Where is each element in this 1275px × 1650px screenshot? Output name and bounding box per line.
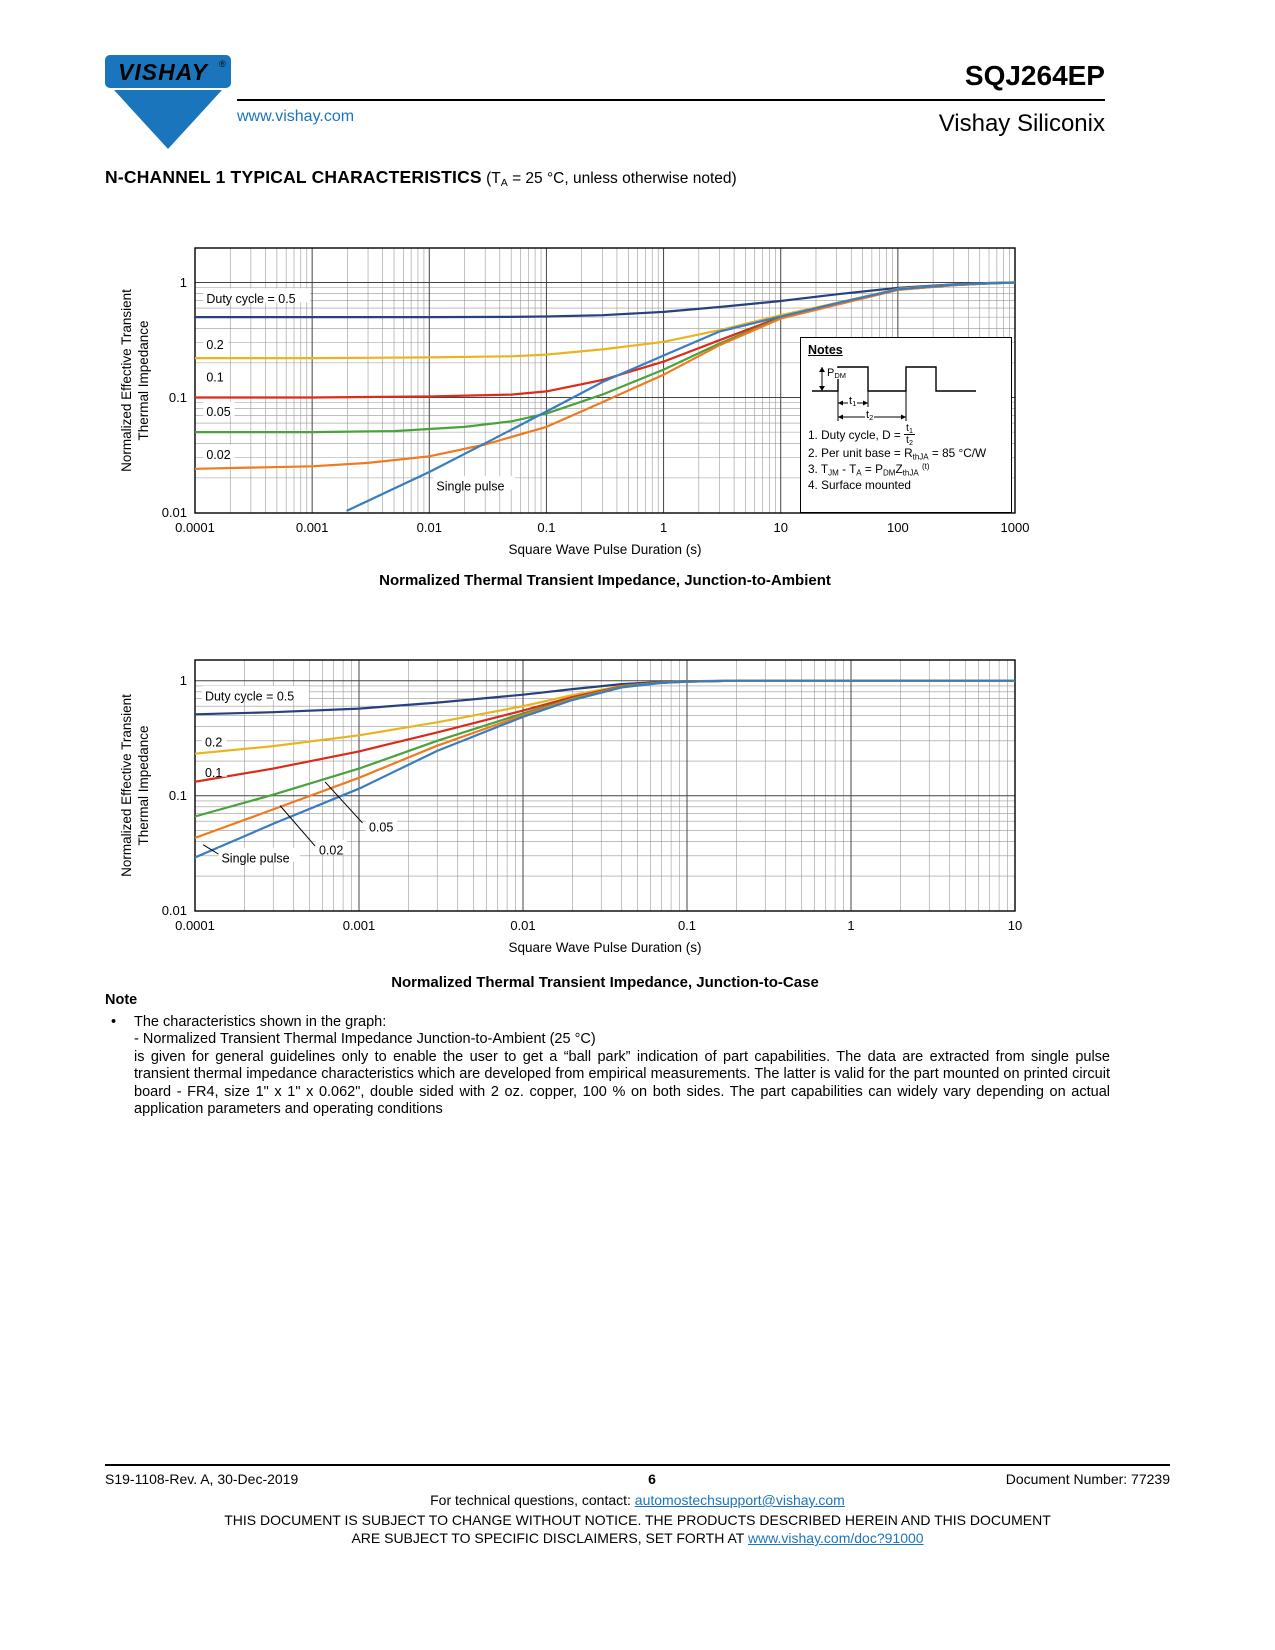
svg-text:Duty cycle = 0.5: Duty cycle = 0.5 [206,292,295,306]
disclaimer-link[interactable]: www.vishay.com/doc?91000 [747,1530,924,1546]
note-line-intro: The characteristics shown in the graph: [134,1013,387,1030]
svg-text:Normalized Effective Transient: Normalized Effective Transient [119,694,134,877]
svg-text:10: 10 [773,520,787,535]
notes-title: Notes [808,343,843,357]
division-name: Vishay Siliconix [938,110,1105,137]
svg-text:Normalized Effective Transient: Normalized Effective Transient [119,289,134,472]
svg-text:0.2: 0.2 [205,736,222,750]
svg-text:Duty cycle = 0.5: Duty cycle = 0.5 [205,689,294,703]
notes-box: Notes [800,337,1012,513]
svg-text:1: 1 [660,520,667,535]
footer-row: S19-1108-Rev. A, 30-Dec-2019 6 Document … [105,1471,1170,1487]
logo-wordmark: VISHAY [118,59,210,85]
svg-text:1000: 1000 [1001,520,1030,535]
chart-junction-to-case: Duty cycle = 0.5 0.2 0.1 0.05 0.02 Single pul… [105,650,1035,976]
svg-text:0.001: 0.001 [296,520,329,535]
svg-text:1: 1 [847,918,854,933]
logo-triangle-icon [114,90,222,149]
note-line-dash: - Normalized Transient Thermal Impedance… [134,1031,596,1047]
svg-text:Single pulse: Single pulse [221,851,289,865]
svg-text:0.05: 0.05 [369,820,393,834]
svg-text:0.05: 0.05 [206,405,230,419]
chart-caption-junction-to-case: Normalized Thermal Transient Impedance, … [391,974,819,991]
chart-junction-to-ambient: Duty cycle = 0.5 0.2 0.1 0.05 0.02 Single pul… [105,238,1035,578]
svg-text:0.01: 0.01 [510,918,535,933]
footer-disclaimer-line2: ARE SUBJECT TO SPECIFIC DISCLAIMERS, SET… [351,1530,924,1546]
registered-mark: ® [219,59,226,69]
section-title-conditions: (TA = 25 °C, unless otherwise noted) [481,170,737,190]
footer-divider [105,1464,1170,1466]
svg-text:0.0001: 0.0001 [175,918,215,933]
svg-text:0.02: 0.02 [206,448,230,462]
pdm-label: PDM [826,367,847,381]
svg-text:Square Wave Pulse Duration (s): Square Wave Pulse Duration (s) [508,940,701,955]
note-line-3: 3. TJM - TA = PDMZthJA (t) [808,462,930,478]
svg-text:0.1: 0.1 [537,520,555,535]
t2-label: t2 [865,409,875,423]
svg-text:0.01: 0.01 [162,505,187,520]
svg-text:1: 1 [180,275,187,290]
section-title-text: N-CHANNEL 1 TYPICAL CHARACTERISTICS [105,167,482,187]
t1-label: t1 [848,395,858,409]
footer-revision: S19-1108-Rev. A, 30-Dec-2019 [105,1471,299,1487]
note-section: Note • The characteristics shown in the … [105,992,1113,1119]
section-title: N-CHANNEL 1 TYPICAL CHARACTERISTICS (TA … [105,167,737,188]
footer-disclaimer-line1: THIS DOCUMENT IS SUBJECT TO CHANGE WITHO… [224,1512,1051,1528]
svg-text:0.1: 0.1 [206,371,223,385]
note-heading: Note [105,992,138,1008]
header-divider [237,99,1105,101]
svg-text:0.1: 0.1 [169,788,187,803]
svg-text:1: 1 [180,673,187,688]
note-line-1: 1. Duty cycle, D = t1 t2 [808,422,915,447]
svg-text:0.01: 0.01 [162,903,187,918]
footer-document-number: Document Number: 77239 [1005,1471,1170,1487]
bullet-marker: • [111,1013,117,1030]
svg-text:0.01: 0.01 [417,520,442,535]
svg-text:0.001: 0.001 [343,918,376,933]
svg-text:0.02: 0.02 [319,843,343,857]
vishay-logo: VISHAY ® [105,55,231,156]
svg-text:100: 100 [887,520,909,535]
svg-text:0.1: 0.1 [678,918,696,933]
note-paragraph: is given for general guidelines only to … [134,1048,1110,1118]
svg-text:0.1: 0.1 [205,766,222,780]
duty-cycle-fraction: t1 t2 [904,422,915,447]
support-email-link[interactable]: automostechsupport@vishay.com [634,1492,845,1508]
pulse-waveform-diagram: PDM t1 t2 [808,359,1004,427]
part-number: SQJ264EP [964,60,1105,91]
logo-bar [105,55,231,88]
note-line-2: 2. Per unit base = RthJA = 85 °C/W [808,446,987,462]
footer-page-number: 6 [648,1471,656,1487]
svg-text:Thermal Impedance: Thermal Impedance [136,320,151,440]
svg-text:0.1: 0.1 [169,390,187,405]
note-line-4: 4. Surface mounted [808,478,911,492]
svg-text:Thermal Impedance: Thermal Impedance [136,725,151,845]
website-link[interactable]: www.vishay.com [237,108,355,125]
svg-text:10: 10 [1008,918,1022,933]
footer-contact: For technical questions, contact: automo… [430,1492,845,1508]
svg-text:Square Wave Pulse Duration (s): Square Wave Pulse Duration (s) [508,542,701,557]
svg-text:0.0001: 0.0001 [175,520,215,535]
svg-text:Single pulse: Single pulse [436,480,504,494]
svg-text:0.2: 0.2 [206,338,223,352]
chart-caption-junction-to-ambient: Normalized Thermal Transient Impedance, … [379,572,831,589]
